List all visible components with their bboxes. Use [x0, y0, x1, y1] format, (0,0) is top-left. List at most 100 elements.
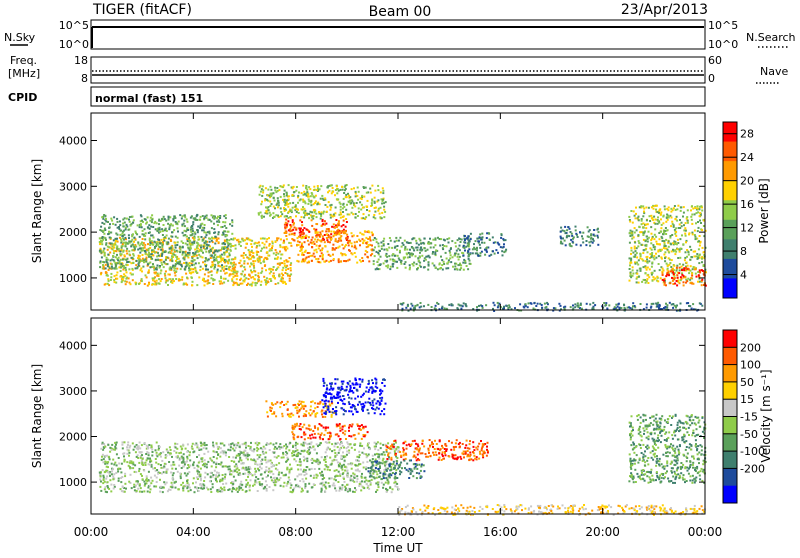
- power-data-pixel: [345, 194, 347, 196]
- power-data-pixel: [292, 233, 294, 235]
- power-data-pixel: [343, 220, 345, 222]
- power-data-pixel: [187, 263, 189, 265]
- power-data-pixel: [252, 255, 254, 257]
- power-data-pixel: [400, 261, 402, 263]
- power-data-pixel: [213, 228, 215, 230]
- power-data-pixel: [326, 206, 328, 208]
- power-data-pixel: [596, 235, 598, 237]
- power-data-pixel: [242, 270, 244, 272]
- power-data-pixel: [167, 263, 169, 265]
- power-data-pixel: [416, 263, 418, 265]
- power-data-pixel: [321, 249, 323, 251]
- velocity-data-pixel: [152, 468, 154, 470]
- power-data-pixel: [480, 239, 482, 241]
- power-data-pixel: [193, 239, 195, 241]
- velocity-data-pixel: [301, 450, 303, 452]
- power-data-pixel: [589, 303, 591, 305]
- power-data-pixel: [647, 274, 649, 276]
- power-data-pixel: [677, 248, 679, 250]
- power-data-pixel: [665, 284, 667, 286]
- power-data-pixel: [347, 240, 349, 242]
- power-data-pixel: [440, 256, 442, 258]
- power-data-pixel: [228, 252, 230, 254]
- power-data-pixel: [666, 208, 668, 210]
- power-data-pixel: [691, 214, 693, 216]
- power-data-pixel: [492, 236, 494, 238]
- velocity-data-pixel: [357, 478, 359, 480]
- velocity-data-pixel: [162, 491, 164, 493]
- power-data-pixel: [234, 238, 236, 240]
- power-data-pixel: [121, 247, 123, 249]
- power-data-pixel: [689, 246, 691, 248]
- velocity-data-pixel: [272, 489, 274, 491]
- power-data-pixel: [383, 216, 385, 218]
- velocity-data-pixel: [275, 442, 277, 444]
- power-data-pixel: [147, 216, 149, 218]
- velocity-data-pixel: [250, 442, 252, 444]
- power-data-pixel: [310, 195, 312, 197]
- power-data-pixel: [365, 250, 367, 252]
- velocity-data-pixel: [319, 472, 321, 474]
- power-data-pixel: [195, 262, 197, 264]
- power-data-pixel: [623, 304, 625, 306]
- power-data-pixel: [368, 230, 370, 232]
- power-data-pixel: [691, 308, 693, 310]
- power-data-pixel: [116, 218, 118, 220]
- velocity-data-pixel: [342, 445, 344, 447]
- velocity-data-pixel: [254, 473, 256, 475]
- power-data-pixel: [419, 252, 421, 254]
- power-data-pixel: [214, 231, 216, 233]
- power-data-pixel: [314, 211, 316, 213]
- power-data-pixel: [508, 304, 510, 306]
- power-data-pixel: [213, 223, 215, 225]
- power-data-pixel: [228, 260, 230, 262]
- power-data-pixel: [674, 205, 676, 207]
- power-colorbar-label: Power [dB]: [757, 178, 771, 243]
- power-data-pixel: [346, 221, 348, 223]
- power-data-pixel: [196, 284, 198, 286]
- power-data-pixel: [218, 231, 220, 233]
- power-data-pixel: [629, 262, 631, 264]
- power-data-pixel: [340, 189, 342, 191]
- power-data-pixel: [141, 220, 143, 222]
- power-data-pixel: [115, 233, 117, 235]
- power-data-pixel: [414, 307, 416, 309]
- power-data-pixel: [276, 268, 278, 270]
- power-data-pixel: [246, 284, 248, 286]
- power-data-pixel: [690, 277, 692, 279]
- power-data-pixel: [663, 240, 665, 242]
- power-data-pixel: [407, 304, 409, 306]
- power-data-pixel: [648, 207, 650, 209]
- power-data-pixel: [441, 259, 443, 261]
- power-data-pixel: [306, 186, 308, 188]
- power-data-pixel: [344, 189, 346, 191]
- power-data-pixel: [303, 237, 305, 239]
- power-data-pixel: [170, 240, 172, 242]
- power-data-pixel: [399, 250, 401, 252]
- power-data-pixel: [213, 256, 215, 258]
- power-data-pixel: [231, 225, 233, 227]
- velocity-data-pixel: [160, 464, 162, 466]
- power-data-pixel: [694, 250, 696, 252]
- power-data-pixel: [166, 230, 168, 232]
- power-data-pixel: [666, 263, 668, 265]
- power-data-pixel: [592, 242, 594, 244]
- power-data-pixel: [377, 261, 379, 263]
- power-data-pixel: [683, 212, 685, 214]
- velocity-data-pixel: [107, 444, 109, 446]
- power-data-pixel: [302, 199, 304, 201]
- power-data-pixel: [396, 249, 398, 251]
- power-data-pixel: [457, 256, 459, 258]
- power-data-pixel: [690, 209, 692, 211]
- power-data-pixel: [241, 273, 243, 275]
- velocity-data-pixel: [160, 456, 162, 458]
- power-data-pixel: [641, 220, 643, 222]
- power-data-pixel: [197, 251, 199, 253]
- power-data-pixel: [125, 283, 127, 285]
- nsky-right-tick-bottom: 10^0: [708, 38, 738, 51]
- power-data-pixel: [128, 219, 130, 221]
- power-data-pixel: [374, 190, 376, 192]
- power-data-pixel: [679, 223, 681, 225]
- velocity-data-pixel: [118, 468, 120, 470]
- power-data-pixel: [638, 235, 640, 237]
